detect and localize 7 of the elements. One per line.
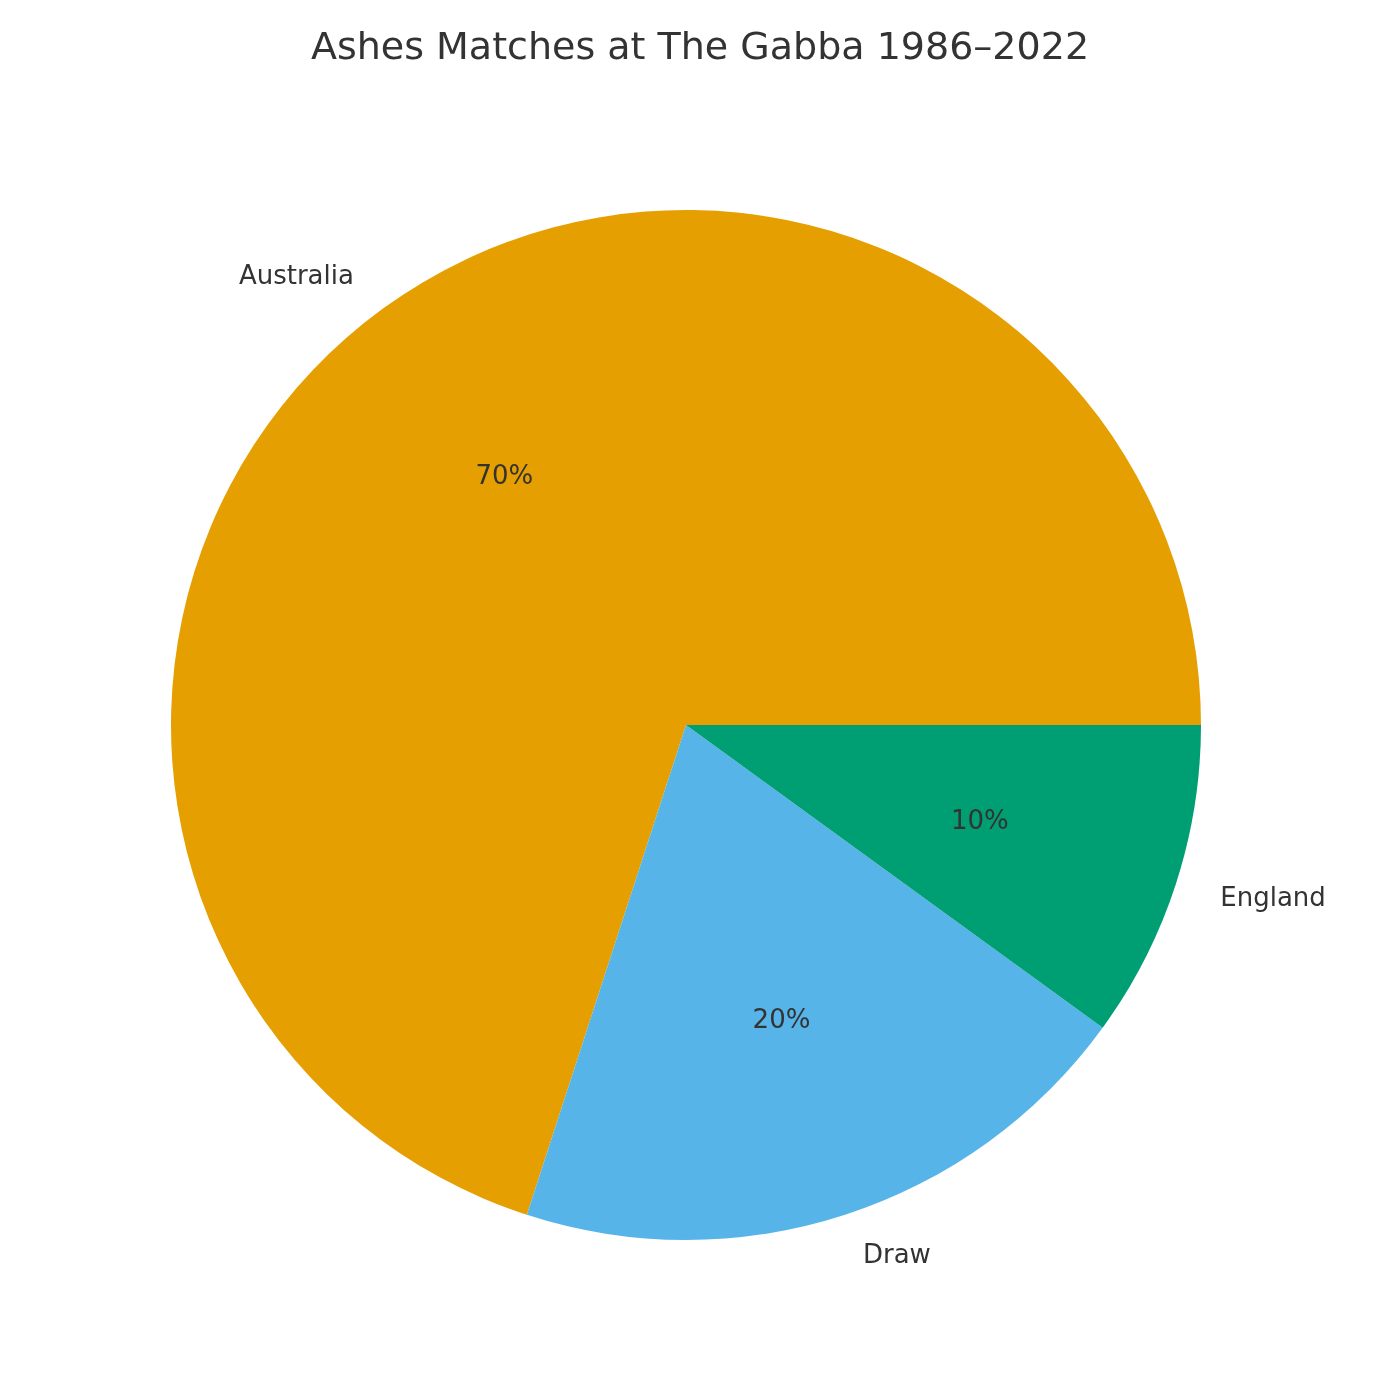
- data-label: 10%: [950, 805, 1009, 836]
- slice-label: England: [1220, 881, 1326, 912]
- slice-label: Australia: [238, 259, 354, 290]
- slice-label: Draw: [862, 1239, 931, 1270]
- data-label: 20%: [752, 1003, 811, 1034]
- data-label: 70%: [475, 460, 534, 491]
- chart-title: Ashes Matches at The Gabba 1986–2022: [310, 24, 1090, 68]
